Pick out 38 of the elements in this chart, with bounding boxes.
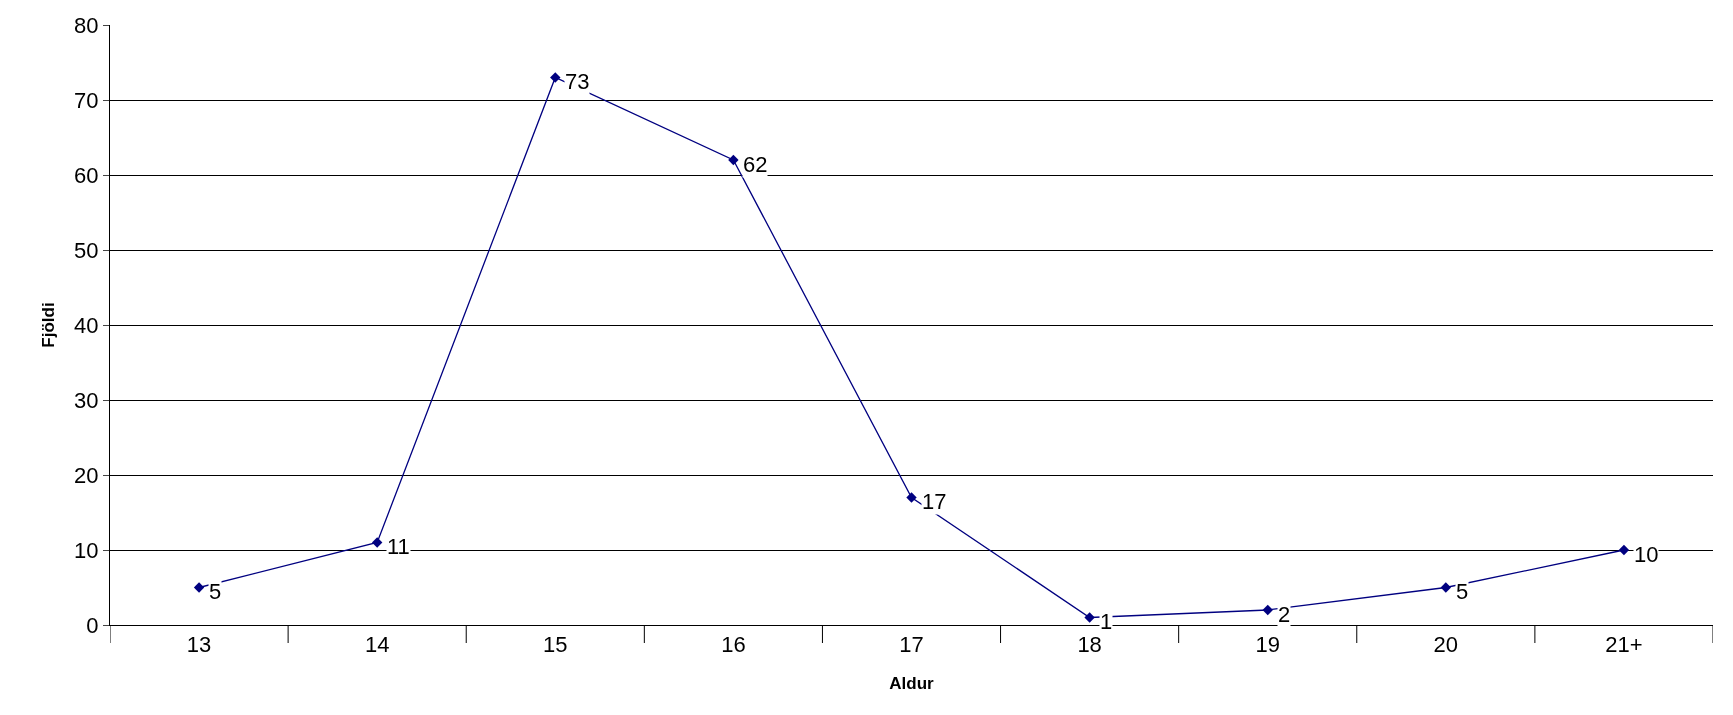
point [1440, 582, 1452, 593]
point [1084, 612, 1095, 623]
data-label: 11 [387, 534, 410, 559]
point [728, 154, 739, 166]
point [193, 582, 205, 593]
data-label: 5 [1456, 579, 1469, 604]
y-tick-label: 80 [74, 12, 99, 38]
x-tick-label: 13 [186, 632, 212, 658]
x-tick-label: 14 [364, 632, 390, 658]
x-tick-label: 18 [1077, 632, 1102, 658]
y-tick-label: 50 [74, 237, 99, 263]
x-axis-title: Aldur [889, 673, 935, 693]
x-tick-label: 16 [721, 632, 746, 658]
data-label: 17 [922, 489, 947, 514]
point [906, 492, 917, 503]
y-axis-title: Fjöldi [38, 302, 58, 348]
point [550, 72, 561, 83]
point [1262, 604, 1273, 616]
data-label: 5 [209, 579, 222, 604]
y-tick-label: 20 [74, 462, 99, 488]
data-label: 1 [1100, 609, 1113, 634]
y-tick-label: 60 [74, 162, 99, 188]
x-tick-label: 17 [899, 632, 924, 658]
point [371, 537, 383, 548]
y-tick-label: 70 [74, 87, 99, 113]
y-tick-label: 10 [74, 537, 99, 563]
x-tick-label: 15 [543, 632, 568, 658]
y-tick-label: 30 [74, 387, 99, 413]
x-tick-label: 19 [1255, 632, 1280, 658]
y-tick-label: 0 [86, 612, 99, 638]
y-tick-label: 40 [74, 312, 99, 338]
x-tick-label: 21+ [1605, 632, 1643, 658]
x-tick-label: 20 [1433, 632, 1459, 658]
point [1618, 544, 1630, 556]
data-label: 10 [1634, 542, 1659, 567]
data-label: 62 [743, 152, 768, 177]
data-label: 73 [565, 69, 590, 94]
data-label: 2 [1278, 602, 1291, 627]
